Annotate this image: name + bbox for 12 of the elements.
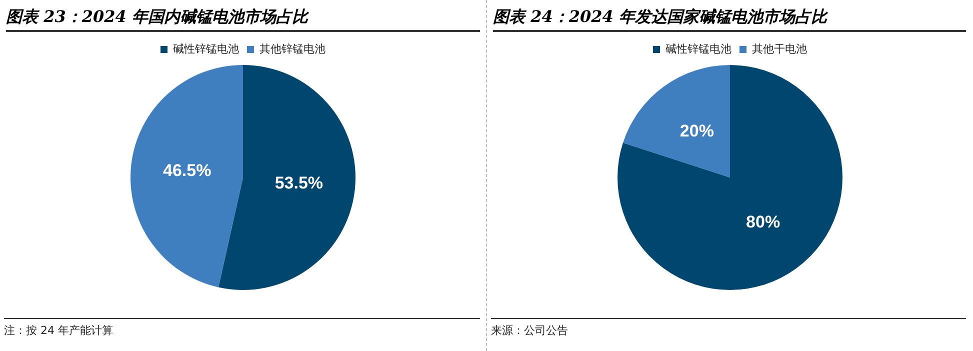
- data-label: 53.5%: [274, 173, 324, 192]
- chart-title: 图表 24：2024 年发达国家碱锰电池市场占比: [493, 4, 966, 32]
- data-label: 80%: [746, 212, 780, 232]
- data-label: 46.5%: [162, 161, 212, 180]
- text: 注：按 24 年产能计算: [4, 318, 480, 338]
- chart-title: 图表 23：2024 年国内碱锰电池市场占比: [6, 4, 480, 32]
- legend-label: 其他干电池: [752, 42, 807, 56]
- legend-label: 碱性锌锰电池: [173, 42, 239, 56]
- source-note: 来源：公司公告: [491, 318, 966, 338]
- data-label: 20%: [680, 122, 714, 141]
- legend-label: 碱性锌锰电池: [666, 42, 732, 56]
- legend-label: 其他锌锰电池: [260, 42, 326, 56]
